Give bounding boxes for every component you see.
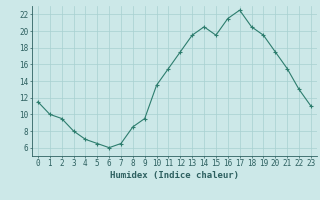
X-axis label: Humidex (Indice chaleur): Humidex (Indice chaleur) [110, 171, 239, 180]
